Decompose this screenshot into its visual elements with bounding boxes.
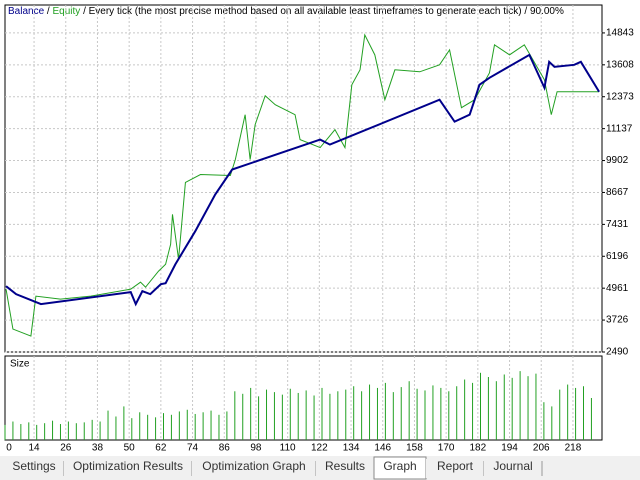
tab-1[interactable] [64, 459, 192, 478]
tab-6[interactable] [484, 459, 542, 478]
tab-label[interactable]: Settings [12, 459, 55, 473]
x-tick-label: 218 [565, 443, 582, 454]
equity-line [5, 33, 600, 337]
separator: / [47, 6, 50, 17]
y-tick-label: 14843 [606, 28, 634, 39]
x-tick-label: 194 [501, 443, 518, 454]
x-tick-label: 14 [28, 443, 40, 454]
legend-balance: Balance [8, 6, 45, 17]
tab-label[interactable]: Journal [493, 459, 532, 473]
size-panel [4, 355, 603, 441]
y-tick-label: 8667 [606, 187, 629, 198]
tab-label[interactable]: Results [325, 459, 365, 473]
x-tick-label: 110 [280, 443, 296, 454]
legend-equity: Equity [52, 6, 80, 17]
x-tick-label: 62 [155, 443, 167, 454]
tab-label[interactable]: Optimization Results [73, 459, 183, 473]
x-tick-label: 0 [6, 443, 12, 454]
x-tick-label: 182 [470, 443, 487, 454]
tab-label[interactable]: Report [437, 459, 474, 473]
balance-line [5, 53, 600, 307]
y-tick-label: 7431 [606, 219, 629, 230]
y-tick-label: 6196 [606, 251, 629, 262]
x-tick-label: 50 [124, 443, 136, 454]
x-tick-label: 146 [374, 443, 391, 454]
x-tick-label: 74 [187, 443, 199, 454]
tab-2[interactable] [192, 459, 316, 478]
chart-title: / Every tick (the most precise method ba… [83, 6, 564, 17]
size-title: Size [10, 359, 30, 370]
main-panel [4, 4, 603, 353]
tab-label[interactable]: Optimization Graph [202, 459, 305, 473]
y-tick-label: 9902 [606, 155, 629, 166]
x-tick-label: 86 [219, 443, 231, 454]
x-tick-label: 26 [60, 443, 72, 454]
x-tick-label: 206 [533, 443, 550, 454]
y-tick-label: 11137 [606, 123, 633, 134]
tab-0[interactable] [4, 459, 64, 478]
x-tick-label: 158 [406, 443, 423, 454]
y-tick-label: 13608 [606, 59, 634, 70]
x-tick-label: 38 [92, 443, 104, 454]
y-tick-label: 2490 [606, 347, 629, 358]
y-tick-label: 12373 [606, 91, 634, 102]
chart-header: Balance / Equity / Every tick (the most … [8, 6, 564, 17]
tabs: Settings Optimization Results Optimization… [4, 456, 543, 480]
tab-3[interactable] [316, 459, 374, 478]
x-tick-label: 98 [250, 443, 262, 454]
x-tick-label: 170 [438, 443, 455, 454]
y-tick-label: 3726 [606, 315, 629, 326]
x-tick-label: 122 [311, 443, 328, 454]
x-tick-label: 134 [343, 443, 360, 454]
y-tick-label: 4961 [606, 283, 629, 294]
tab-5[interactable] [426, 459, 484, 478]
tab-label[interactable]: Graph [383, 459, 416, 473]
